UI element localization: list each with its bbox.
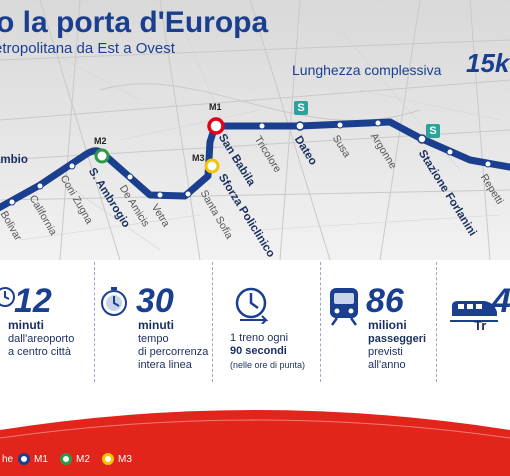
legend-item-m2: M2 <box>60 452 90 468</box>
stat-airport-time: 12 minuti dall'areoporto a centro città <box>0 262 92 382</box>
m1-icon <box>18 453 30 466</box>
stop-dot <box>126 173 134 181</box>
stat-passengers: 86 milioni passeggeri previsti all'anno <box>322 262 430 382</box>
clock-icon <box>0 286 16 313</box>
tag-m3: M3 <box>192 153 205 163</box>
stop-dot <box>8 198 16 206</box>
length-value: 15k <box>466 48 510 78</box>
stop-dot <box>484 160 492 168</box>
stat-desc-line: di percorrenza <box>138 346 209 358</box>
stop-dot <box>336 121 344 129</box>
stat-desc-line: tempo <box>138 333 169 345</box>
red-wave <box>0 410 510 476</box>
interchange-s-dateo <box>295 121 305 131</box>
clock-arrow-icon <box>232 284 272 329</box>
bottom-band <box>0 400 510 476</box>
stat-unit: Tr <box>474 318 487 333</box>
stat-desc-line: previsti <box>368 346 403 358</box>
legend-label: M3 <box>118 454 132 465</box>
stat-value: 30 <box>136 282 174 320</box>
station-cambio: ambio <box>0 154 28 166</box>
stat-value: 86 <box>366 282 404 320</box>
stat-value: 4 <box>492 282 510 320</box>
interchange-m1-sanbabila <box>207 117 225 135</box>
legend-item-m1: M1 <box>18 452 48 468</box>
interchange-s-forlanini <box>417 134 427 144</box>
stat-desc-line: passeggeri <box>368 333 427 345</box>
stat-desc-line: dall'areoporto <box>8 333 75 345</box>
stat-unit: minuti <box>8 318 44 332</box>
train-front-icon <box>326 286 362 331</box>
map-background <box>0 0 510 260</box>
suburban-badge-forlanini: S <box>426 124 440 138</box>
page-subtitle: etropolitana da Est a Ovest <box>0 40 175 57</box>
stat-desc-line: a centro città <box>8 346 71 358</box>
suburban-badge-dateo: S <box>294 101 308 115</box>
divider <box>320 262 321 382</box>
tag-m1: M1 <box>209 102 222 112</box>
stat-frequency: 1 treno ogni 90 secondi (nelle ore di pu… <box>214 262 318 382</box>
interchange-m3-sforza <box>204 158 220 174</box>
stats-row: 12 minuti dall'areoporto a centro città … <box>0 262 510 412</box>
stat-unit: minuti <box>138 318 174 332</box>
length-label: Lunghezza complessiva <box>292 62 442 78</box>
legend-item-m3: M3 <box>102 452 132 468</box>
stat-desc-line: 1 treno ogni <box>230 332 289 344</box>
m2-icon <box>60 453 72 466</box>
stop-dot <box>156 191 164 199</box>
legend-label: M1 <box>34 454 48 465</box>
stat-desc-line: intera linea <box>138 359 192 371</box>
metro-route <box>0 117 510 212</box>
interchange-m2-sambrogio <box>94 148 110 164</box>
stat-line-time: 30 minuti tempo di percorrenza intera li… <box>96 262 209 382</box>
page-title: o la porta d'Europa <box>0 6 269 39</box>
stat-desc-line: (nelle ore di punta) <box>230 360 306 370</box>
stop-dot <box>68 162 76 170</box>
legend-prefix: he <box>2 454 14 465</box>
stat-trains: 4 Tr <box>438 262 510 382</box>
m3-icon <box>102 453 114 466</box>
stat-unit: milioni <box>368 318 407 332</box>
stop-dot <box>184 190 192 198</box>
legend: he M1 M2 M3 <box>0 452 510 468</box>
stop-dot <box>36 182 44 190</box>
stop-dot <box>374 119 382 127</box>
stat-desc-line: all'anno <box>368 359 406 371</box>
stop-dot <box>258 122 266 130</box>
legend-label: M2 <box>76 454 90 465</box>
stopwatch-icon <box>98 286 130 323</box>
tag-m2: M2 <box>94 136 107 146</box>
stat-value: 12 <box>14 282 52 320</box>
divider <box>212 262 213 382</box>
divider <box>94 262 95 382</box>
train-side-icon <box>450 298 498 329</box>
city-map-texture <box>0 0 510 260</box>
divider <box>436 262 437 382</box>
stat-desc-line: 90 secondi <box>230 345 287 357</box>
stop-dot <box>446 148 454 156</box>
